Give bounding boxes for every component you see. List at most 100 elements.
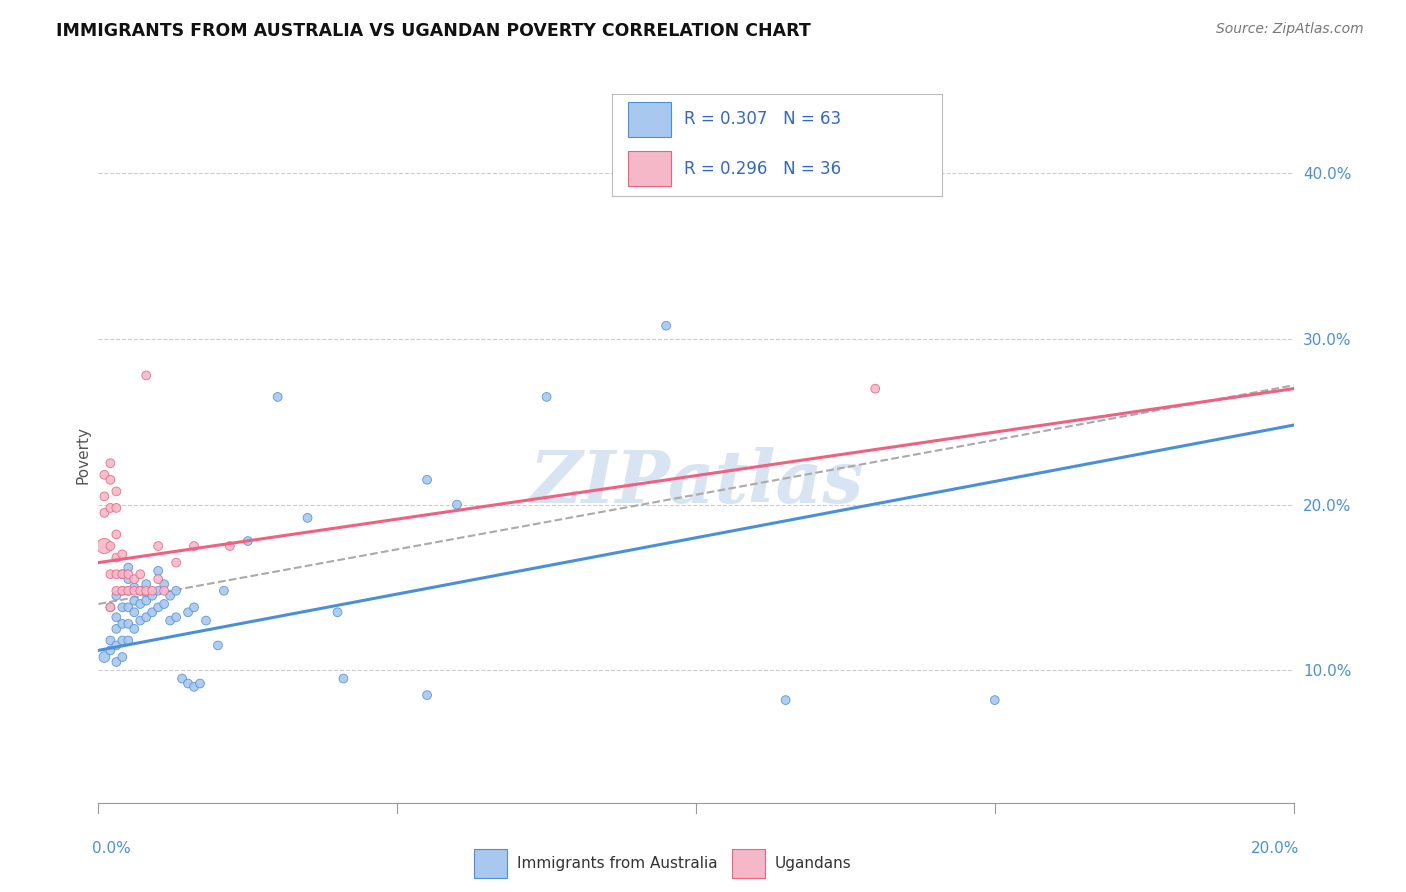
Point: [124, 572, 146, 586]
Point: [111, 583, 134, 598]
Point: [111, 650, 134, 665]
Point: [117, 583, 139, 598]
Point: [124, 593, 146, 607]
Text: Ugandans: Ugandans: [775, 855, 852, 871]
Point: [865, 382, 887, 396]
Point: [105, 484, 128, 499]
Point: [100, 600, 122, 615]
Point: [117, 633, 139, 648]
Point: [148, 572, 170, 586]
Point: [100, 567, 122, 582]
Text: ZIPatlas: ZIPatlas: [529, 447, 863, 518]
Point: [446, 498, 468, 512]
Point: [159, 614, 181, 628]
Point: [111, 567, 134, 582]
Point: [93, 506, 115, 520]
Point: [117, 616, 139, 631]
Point: [148, 600, 170, 615]
Point: [135, 577, 157, 591]
Point: [100, 600, 122, 615]
Point: [117, 600, 139, 615]
Point: [129, 583, 152, 598]
Point: [129, 614, 152, 628]
Point: [105, 639, 128, 653]
Point: [117, 583, 139, 598]
Point: [141, 605, 163, 619]
Point: [129, 597, 152, 611]
Point: [105, 583, 128, 598]
Point: [135, 368, 157, 383]
Point: [93, 650, 115, 665]
Point: [165, 583, 187, 598]
Point: [326, 605, 349, 619]
Point: [124, 605, 146, 619]
Point: [177, 676, 200, 690]
Point: [105, 610, 128, 624]
Point: [100, 473, 122, 487]
Point: [124, 583, 146, 598]
Point: [105, 527, 128, 541]
Point: [105, 550, 128, 565]
Point: [236, 534, 259, 549]
Point: [655, 318, 678, 333]
Point: [207, 639, 229, 653]
Point: [100, 643, 122, 657]
Point: [93, 489, 115, 503]
Point: [183, 539, 205, 553]
Bar: [628, 102, 671, 136]
Point: [105, 622, 128, 636]
Point: [267, 390, 290, 404]
Point: [416, 473, 439, 487]
Bar: [474, 849, 508, 878]
Point: [100, 633, 122, 648]
Point: [153, 577, 176, 591]
Point: [111, 600, 134, 615]
Point: [148, 539, 170, 553]
Point: [148, 564, 170, 578]
Point: [105, 567, 128, 582]
Point: [117, 560, 139, 574]
Text: IMMIGRANTS FROM AUSTRALIA VS UGANDAN POVERTY CORRELATION CHART: IMMIGRANTS FROM AUSTRALIA VS UGANDAN POV…: [56, 22, 811, 40]
Point: [100, 539, 122, 553]
Point: [105, 589, 128, 603]
Point: [236, 821, 259, 835]
Point: [153, 583, 176, 598]
Point: [159, 589, 181, 603]
Point: [153, 597, 176, 611]
Point: [111, 547, 134, 561]
Point: [195, 614, 218, 628]
Point: [105, 500, 128, 515]
Point: [212, 583, 235, 598]
Point: [148, 583, 170, 598]
Point: [172, 672, 194, 686]
Text: 0.0%: 0.0%: [93, 841, 131, 856]
Point: [219, 539, 242, 553]
Point: [117, 567, 139, 582]
Point: [775, 693, 797, 707]
Point: [93, 467, 115, 482]
Point: [188, 676, 211, 690]
Point: [111, 583, 134, 598]
Point: [100, 456, 122, 470]
Point: [111, 616, 134, 631]
Point: [117, 572, 139, 586]
Point: [332, 672, 354, 686]
Point: [129, 583, 152, 598]
Point: [536, 390, 558, 404]
Point: [135, 593, 157, 607]
Y-axis label: Poverty: Poverty: [75, 425, 90, 484]
Point: [416, 688, 439, 702]
Point: [165, 610, 187, 624]
Text: 20.0%: 20.0%: [1251, 841, 1299, 856]
Point: [111, 567, 134, 582]
Point: [177, 605, 200, 619]
Point: [111, 633, 134, 648]
Point: [93, 539, 115, 553]
Point: [984, 693, 1007, 707]
Point: [165, 556, 187, 570]
Bar: [731, 849, 765, 878]
Text: R = 0.307   N = 63: R = 0.307 N = 63: [685, 111, 841, 128]
Point: [135, 610, 157, 624]
Point: [183, 600, 205, 615]
Text: Immigrants from Australia: Immigrants from Australia: [516, 855, 717, 871]
